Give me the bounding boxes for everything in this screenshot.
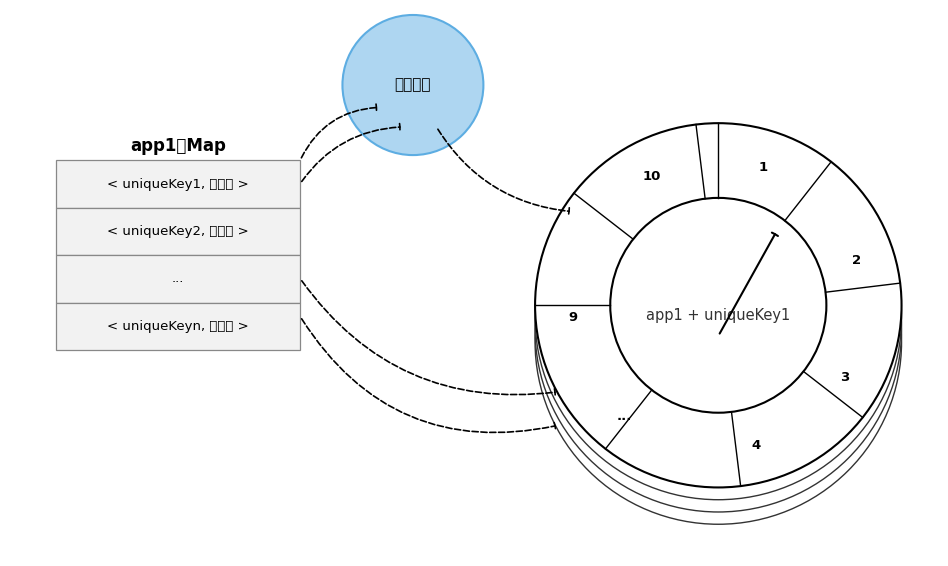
Text: 10: 10 xyxy=(643,170,662,183)
Ellipse shape xyxy=(535,160,902,524)
Ellipse shape xyxy=(535,135,902,500)
Bar xyxy=(56,160,301,208)
Text: < uniqueKey1, 热度值 >: < uniqueKey1, 热度值 > xyxy=(107,178,249,191)
Text: 1: 1 xyxy=(758,161,768,174)
Ellipse shape xyxy=(611,222,827,438)
Ellipse shape xyxy=(342,15,483,155)
Bar xyxy=(56,302,301,350)
Text: 4: 4 xyxy=(752,439,760,452)
Ellipse shape xyxy=(535,148,902,512)
Text: ...: ... xyxy=(617,410,632,423)
Ellipse shape xyxy=(611,235,827,449)
Ellipse shape xyxy=(535,123,902,487)
Text: app1的Map: app1的Map xyxy=(130,137,226,155)
Text: < uniqueKey2, 热度值 >: < uniqueKey2, 热度值 > xyxy=(107,225,249,238)
Text: 映射任务: 映射任务 xyxy=(394,78,431,92)
Ellipse shape xyxy=(611,210,827,425)
Bar xyxy=(56,255,301,302)
Text: ...: ... xyxy=(172,272,184,285)
Bar xyxy=(56,208,301,255)
Ellipse shape xyxy=(611,198,827,413)
Text: 9: 9 xyxy=(569,311,577,324)
Text: < uniqueKeyn, 热度值 >: < uniqueKeyn, 热度值 > xyxy=(107,320,249,333)
Text: 3: 3 xyxy=(840,371,849,384)
Text: 2: 2 xyxy=(852,254,862,267)
Text: app1 + uniqueKey1: app1 + uniqueKey1 xyxy=(647,308,791,323)
